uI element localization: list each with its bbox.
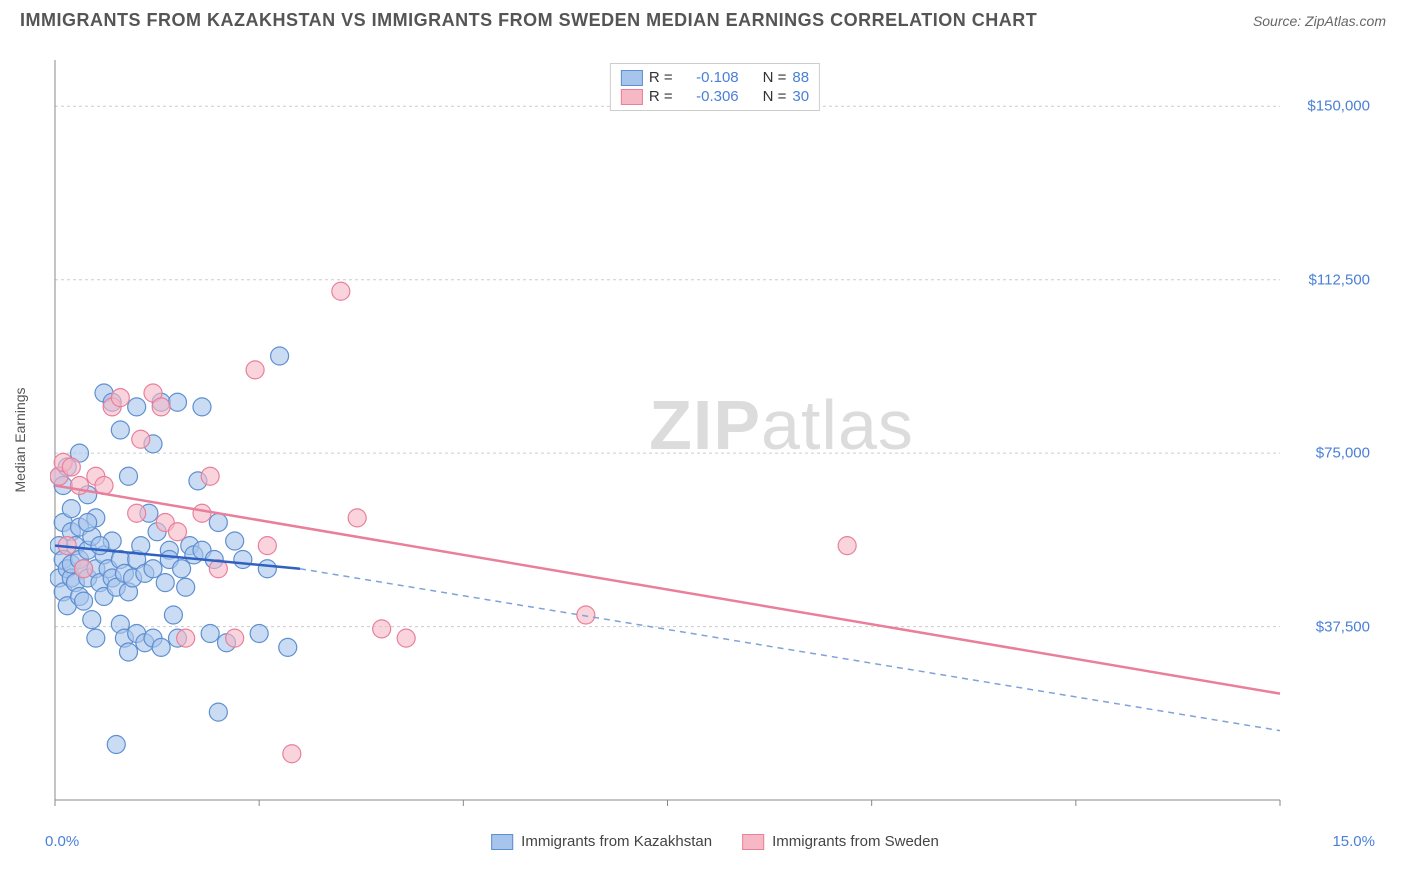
legend-stats: R = -0.108 N = 88 R = -0.306 N = 30 — [610, 63, 820, 111]
legend-swatch — [491, 834, 513, 850]
legend-n-label: N = — [763, 88, 787, 105]
legend-r-label: R = — [649, 88, 673, 105]
y-axis-label: Median Earnings — [12, 387, 28, 492]
legend-stats-row: R = -0.108 N = 88 — [621, 68, 809, 87]
y-tick-label: $75,000 — [1316, 445, 1370, 462]
y-tick-label: $37,500 — [1316, 618, 1370, 635]
legend-r-value: -0.306 — [679, 88, 739, 105]
scatter-plot — [50, 60, 1380, 820]
chart-title: IMMIGRANTS FROM KAZAKHSTAN VS IMMIGRANTS… — [20, 10, 1037, 31]
legend-stats-row: R = -0.306 N = 30 — [621, 87, 809, 106]
legend-label: Immigrants from Kazakhstan — [521, 833, 712, 850]
legend-item: Immigrants from Kazakhstan — [491, 833, 712, 850]
header: IMMIGRANTS FROM KAZAKHSTAN VS IMMIGRANTS… — [0, 0, 1406, 31]
legend-swatch — [621, 70, 643, 86]
legend-r-label: R = — [649, 69, 673, 86]
source-label: Source: ZipAtlas.com — [1253, 13, 1386, 29]
legend-n-value: 88 — [792, 69, 809, 86]
legend-swatch — [742, 834, 764, 850]
legend-label: Immigrants from Sweden — [772, 833, 939, 850]
legend-n-label: N = — [763, 69, 787, 86]
legend-r-value: -0.108 — [679, 69, 739, 86]
legend-item: Immigrants from Sweden — [742, 833, 939, 850]
x-axis-min-label: 0.0% — [45, 833, 79, 850]
y-tick-label: $150,000 — [1307, 98, 1370, 115]
y-tick-label: $112,500 — [1309, 271, 1370, 288]
chart-container: Median Earnings ZIPatlas R =-0.108N =88R… — [50, 60, 1380, 820]
legend-swatch — [621, 89, 643, 105]
x-axis-max-label: 15.0% — [1332, 833, 1375, 850]
legend-n-value: 30 — [792, 88, 809, 105]
legend-bottom: Immigrants from Kazakhstan Immigrants fro… — [491, 833, 939, 850]
